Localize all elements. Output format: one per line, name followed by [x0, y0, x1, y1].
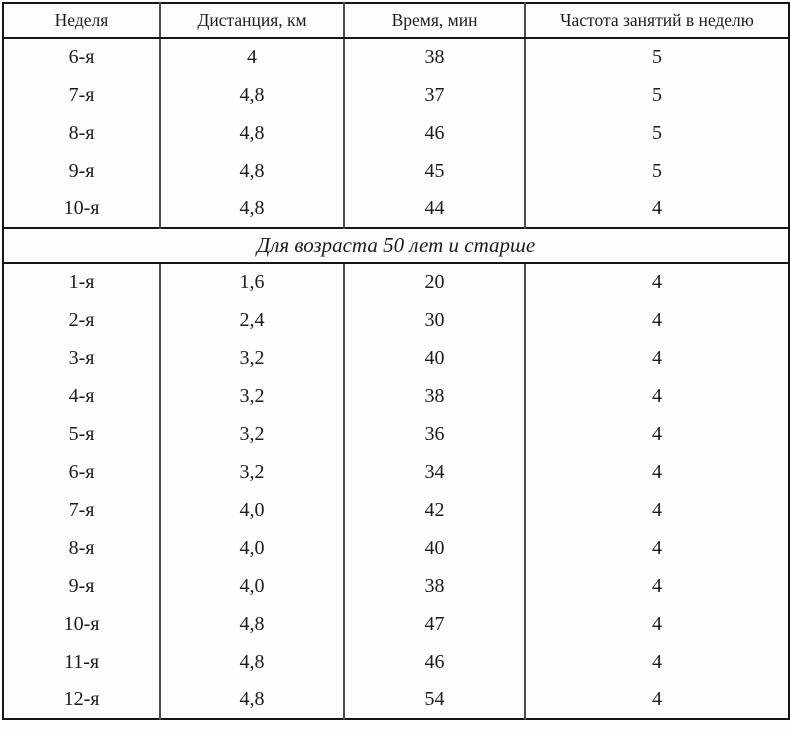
- table-cell: 5: [524, 114, 789, 152]
- table-cell: 10-я: [63, 612, 100, 635]
- header-row: Неделя Дистанция, км Время, мин Частота …: [3, 3, 789, 39]
- col-header-frequency: Частота занятий в неделю: [524, 3, 789, 39]
- table-cell: 3-я: [68, 346, 95, 369]
- table-cell: 4: [524, 301, 789, 339]
- table-cell: 4,8: [159, 190, 344, 228]
- table-row: 7-я 4,8 37 5: [3, 76, 789, 114]
- table-cell: 9-я: [68, 574, 95, 597]
- table-cell: 8-я: [68, 121, 95, 144]
- table-cell: 2,4: [159, 301, 344, 339]
- table-cell: 42: [343, 491, 525, 529]
- table-cell: 44: [343, 190, 525, 228]
- table-cell: 4,0: [159, 491, 344, 529]
- section-divider: Для возраста 50 лет и старше: [3, 227, 789, 264]
- table-cell: 3,2: [159, 453, 344, 491]
- table-cell: 4: [524, 453, 789, 491]
- table-cell: 4,8: [159, 152, 344, 190]
- table-cell: 5: [524, 76, 789, 114]
- col-header-time: Время, мин: [343, 3, 525, 39]
- table-cell: 4-я: [68, 384, 95, 407]
- table-cell: 2-я: [68, 308, 95, 331]
- table-row: 10-я 4,8 47 4: [3, 605, 789, 643]
- table-cell: 8-я: [68, 536, 95, 559]
- table-cell: 4: [524, 415, 789, 453]
- table-row: 5-я 3,2 36 4: [3, 415, 789, 453]
- table-cell: 45: [343, 152, 525, 190]
- section-2-rows: 1-я 1,6 20 4 2-я 2,4 30 4 3-я 3,2 40 4 4-я 3,2 38 4 5-я 3…: [3, 263, 789, 719]
- table-cell: 38: [343, 38, 525, 76]
- table-row: 9-я 4,8 45 5: [3, 152, 789, 190]
- table-cell: 10-я: [63, 197, 100, 219]
- table-cell: 5: [524, 152, 789, 190]
- table-cell: 4: [524, 491, 789, 529]
- table-cell: 4,8: [159, 114, 344, 152]
- section-title-row: Для возраста 50 лет и старше: [3, 227, 789, 264]
- table-header: Неделя Дистанция, км Время, мин Частота …: [3, 3, 789, 39]
- table-cell: 40: [343, 339, 525, 377]
- table-cell: 1-я: [68, 271, 95, 293]
- table-row: 9-я 4,0 38 4: [3, 567, 789, 605]
- table-cell: 38: [343, 377, 525, 415]
- table-cell: 38: [343, 567, 525, 605]
- table-cell: 4,8: [159, 681, 344, 719]
- table-cell: 54: [343, 681, 525, 719]
- table-cell: 5-я: [68, 422, 95, 445]
- table-cell: 7-я: [68, 83, 95, 106]
- table-cell: 7-я: [68, 498, 95, 521]
- table-cell: 4: [524, 263, 789, 301]
- table-row: 6-я 4 38 5: [3, 38, 789, 76]
- table-cell: 30: [343, 301, 525, 339]
- table-cell: 4: [159, 38, 344, 76]
- section-title: Для возраста 50 лет и старше: [3, 227, 789, 264]
- table-row: 7-я 4,0 42 4: [3, 491, 789, 529]
- table-cell: 6-я: [68, 460, 95, 483]
- table-row: 8-я 4,0 40 4: [3, 529, 789, 567]
- table-row: 1-я 1,6 20 4: [3, 263, 789, 301]
- table-cell: 4,0: [159, 567, 344, 605]
- table-cell: 46: [343, 643, 525, 681]
- table-cell: 4: [524, 605, 789, 643]
- table-cell: 4: [524, 681, 789, 719]
- table-row: 10-я 4,8 44 4: [3, 190, 789, 228]
- table-cell: 9-я: [68, 159, 95, 182]
- table-cell: 4: [524, 567, 789, 605]
- table-row: 11-я 4,8 46 4: [3, 643, 789, 681]
- table-row: 3-я 3,2 40 4: [3, 339, 789, 377]
- table-cell: 4,0: [159, 529, 344, 567]
- table-row: 8-я 4,8 46 5: [3, 114, 789, 152]
- table-cell: 4: [524, 190, 789, 228]
- table-row: 2-я 2,4 30 4: [3, 301, 789, 339]
- table-cell: 4: [524, 643, 789, 681]
- col-header-week: Неделя: [3, 3, 160, 39]
- table-cell: 40: [343, 529, 525, 567]
- table-cell: 20: [343, 263, 525, 301]
- table-cell: 3,2: [159, 339, 344, 377]
- table-cell: 4,8: [159, 605, 344, 643]
- table-cell: 4: [524, 529, 789, 567]
- table-cell: 47: [343, 605, 525, 643]
- table-row: 12-я 4,8 54 4: [3, 681, 789, 719]
- table-cell: 36: [343, 415, 525, 453]
- table-cell: 4: [524, 339, 789, 377]
- table-cell: 6-я: [68, 46, 95, 68]
- table-row: 6-я 3,2 34 4: [3, 453, 789, 491]
- table-cell: 34: [343, 453, 525, 491]
- table-cell: 46: [343, 114, 525, 152]
- table-cell: 3,2: [159, 415, 344, 453]
- table-cell: 4,8: [159, 643, 344, 681]
- col-header-distance: Дистанция, км: [159, 3, 344, 39]
- table-cell: 12-я: [63, 688, 100, 710]
- table-cell: 3,2: [159, 377, 344, 415]
- table-cell: 5: [524, 38, 789, 76]
- table-cell: 4: [524, 377, 789, 415]
- table-cell: 4,8: [159, 76, 344, 114]
- table-row: 4-я 3,2 38 4: [3, 377, 789, 415]
- table-cell: 1,6: [159, 263, 344, 301]
- section-1-rows: 6-я 4 38 5 7-я 4,8 37 5 8-я 4,8 46 5 9-я 4,8 45 5 10-я 4,…: [3, 38, 789, 228]
- table-cell: 11-я: [63, 650, 100, 673]
- table-cell: 37: [343, 76, 525, 114]
